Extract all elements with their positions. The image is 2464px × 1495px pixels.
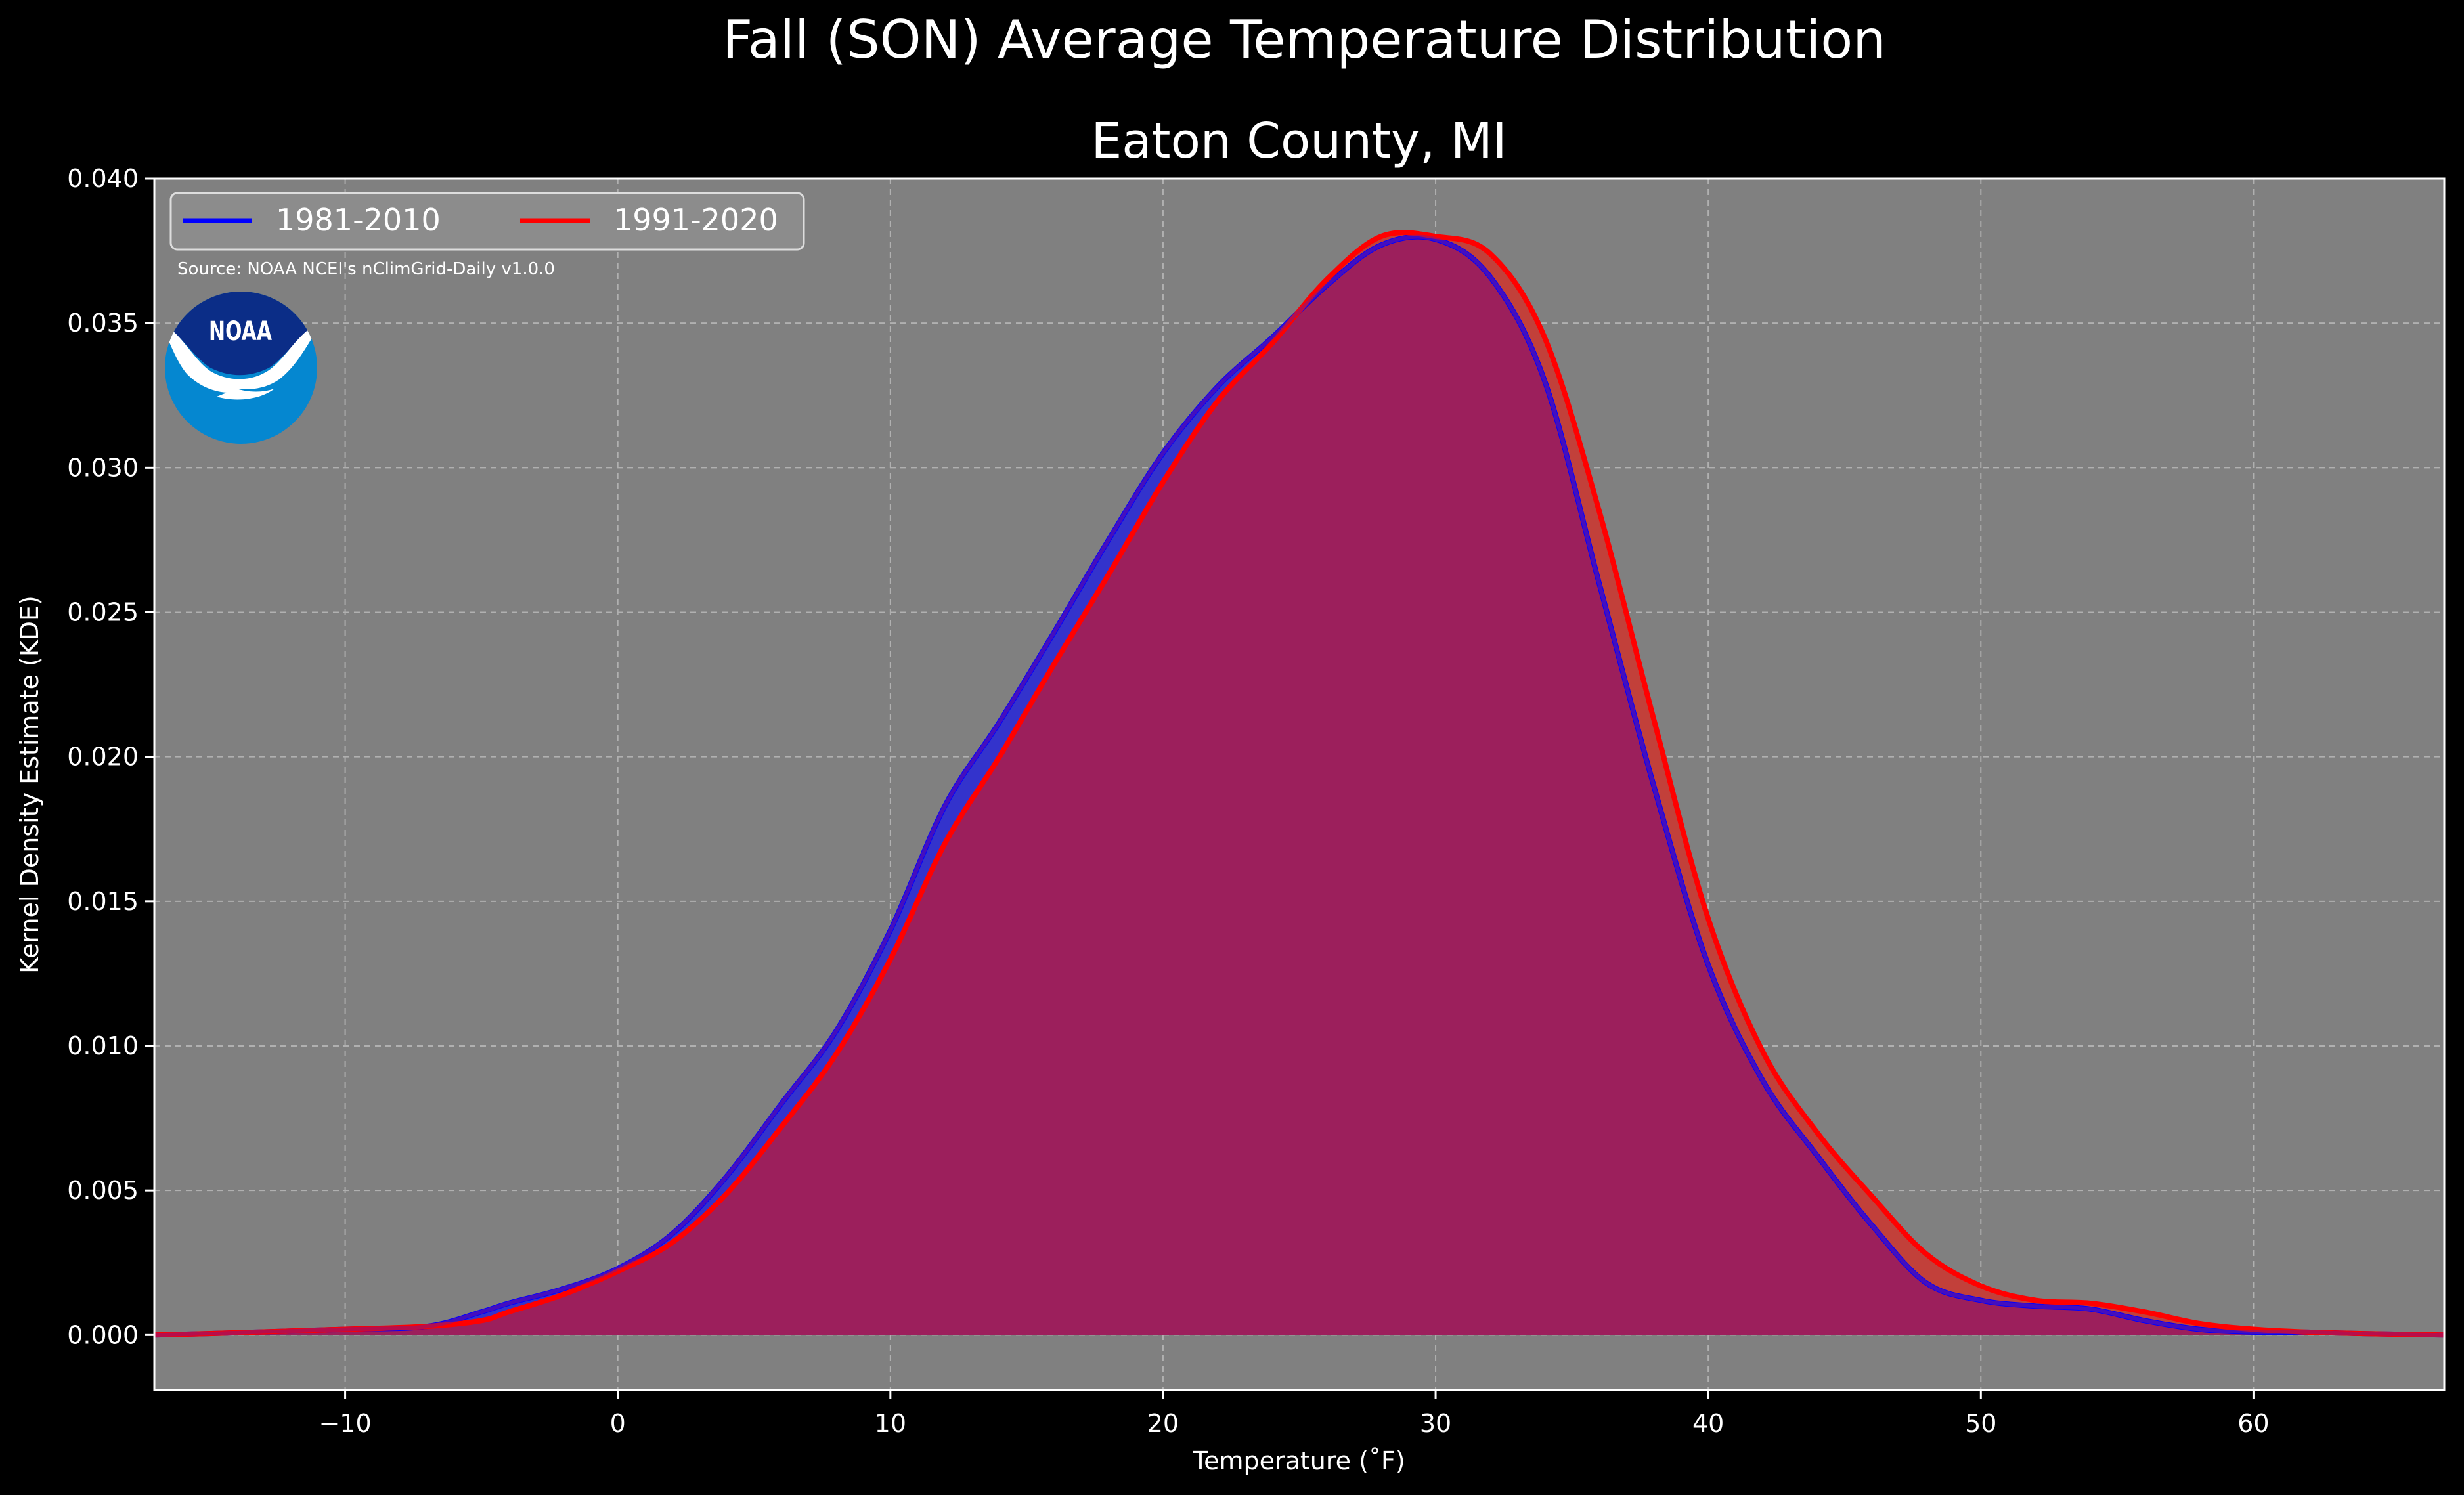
y-tick-label: 0.035 xyxy=(67,309,139,337)
density-areas xyxy=(154,232,2444,1335)
x-axis-ticks: −10 0 10 20 30 40 50 60 xyxy=(319,1390,2270,1438)
x-tick-label: 20 xyxy=(1147,1409,1179,1438)
x-tick-label: 50 xyxy=(1965,1409,1996,1438)
y-tick-label: 0.025 xyxy=(67,598,139,627)
legend-box xyxy=(169,192,805,251)
y-tick-label: 0.030 xyxy=(67,453,139,482)
line-1981-2010-under xyxy=(154,234,2444,1337)
noaa-logo: NOAA xyxy=(165,292,317,444)
chart-title: Eaton County, MI xyxy=(1091,113,1507,169)
x-tick-label: 30 xyxy=(1420,1409,1451,1438)
legend-label-1991-2020: 1991-2020 xyxy=(613,202,778,238)
x-tick-label: 60 xyxy=(2237,1409,2269,1438)
source-text: Source: NOAA NCEI's nClimGrid-Daily v1.0… xyxy=(177,259,555,279)
x-tick-label: 0 xyxy=(610,1409,626,1438)
grid-lines xyxy=(154,178,2444,1390)
line-1991-2020 xyxy=(154,230,2444,1338)
x-tick-label: 40 xyxy=(1692,1409,1724,1438)
density-lines xyxy=(154,230,2444,1338)
x-axis-label: Temperature (˚F) xyxy=(1192,1446,1405,1475)
plot-frame xyxy=(153,177,2446,1391)
y-tick-label: 0.010 xyxy=(67,1031,139,1060)
legend-label-1981-2010: 1981-2010 xyxy=(276,202,441,238)
y-tick-label: 0.000 xyxy=(67,1320,139,1349)
y-axis-ticks: 0.000 0.005 0.010 0.015 0.020 0.025 0.030 0.035… xyxy=(67,164,154,1349)
y-axis-label: Kernel Density Estimate (KDE) xyxy=(15,596,44,974)
y-tick-label: 0.040 xyxy=(67,164,139,193)
noaa-logo-text: NOAA xyxy=(209,316,272,347)
area-overlap xyxy=(154,236,2444,1335)
x-tick-label: −10 xyxy=(319,1409,371,1438)
x-tick-label: 10 xyxy=(875,1409,906,1438)
legend: 1981-2010 1991-2020 xyxy=(169,192,805,251)
y-tick-label: 0.015 xyxy=(67,887,139,916)
chart-suptitle: Fall (SON) Average Temperature Distribut… xyxy=(722,9,1886,70)
y-tick-label: 0.020 xyxy=(67,743,139,771)
y-tick-label: 0.005 xyxy=(67,1176,139,1205)
noaa-gull-shape xyxy=(165,323,317,400)
